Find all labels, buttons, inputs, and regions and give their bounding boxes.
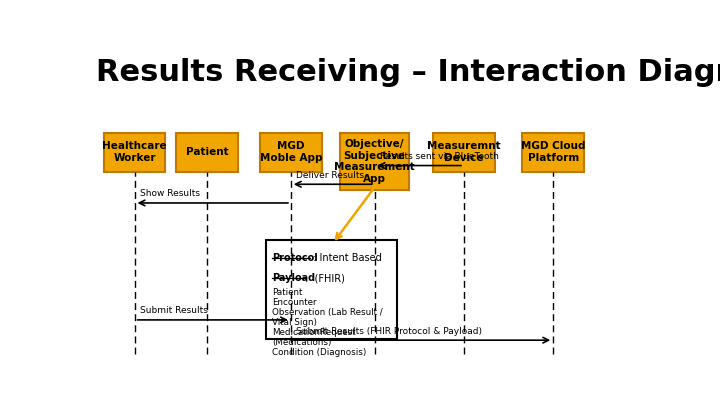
Text: Submit Results (FHIR Protocol & Payload): Submit Results (FHIR Protocol & Payload) [297, 326, 482, 335]
Text: Condition (Diagnosis): Condition (Diagnosis) [272, 348, 367, 357]
Text: :  (FHIR): : (FHIR) [305, 273, 345, 283]
Text: Measuremnt
Device: Measuremnt Device [427, 141, 500, 163]
Text: MGD Cloud
Platform: MGD Cloud Platform [521, 141, 585, 163]
Text: MedicationRequest: MedicationRequest [272, 328, 356, 337]
Text: Healthcare
Worker: Healthcare Worker [102, 141, 167, 163]
FancyBboxPatch shape [104, 133, 166, 172]
FancyBboxPatch shape [260, 133, 322, 172]
Text: Show Results: Show Results [140, 189, 200, 198]
Text: MGD
Moble App: MGD Moble App [260, 141, 322, 163]
Text: (Medications): (Medications) [272, 338, 332, 347]
FancyBboxPatch shape [340, 133, 410, 190]
Text: Results sent via BlueTooth: Results sent via BlueTooth [380, 152, 499, 161]
Text: Patient: Patient [272, 288, 303, 297]
FancyBboxPatch shape [176, 133, 238, 172]
Text: Results Receiving – Interaction Diagram: Results Receiving – Interaction Diagram [96, 58, 720, 87]
Text: Vital Sign): Vital Sign) [272, 318, 318, 327]
FancyBboxPatch shape [266, 241, 397, 339]
Text: Observation (Lab Result /: Observation (Lab Result / [272, 308, 383, 317]
FancyBboxPatch shape [523, 133, 584, 172]
Text: Payload: Payload [272, 273, 315, 283]
Text: Deliver Results: Deliver Results [297, 171, 364, 179]
Text: Protocol: Protocol [272, 253, 318, 263]
Text: : Intent Based: : Intent Based [310, 253, 382, 263]
Text: Submit Results: Submit Results [140, 306, 208, 315]
Text: Patient: Patient [186, 147, 228, 157]
Text: Objective/
Subjective
Measurement
App: Objective/ Subjective Measurement App [334, 139, 415, 184]
FancyBboxPatch shape [433, 133, 495, 172]
Text: Encounter: Encounter [272, 298, 317, 307]
